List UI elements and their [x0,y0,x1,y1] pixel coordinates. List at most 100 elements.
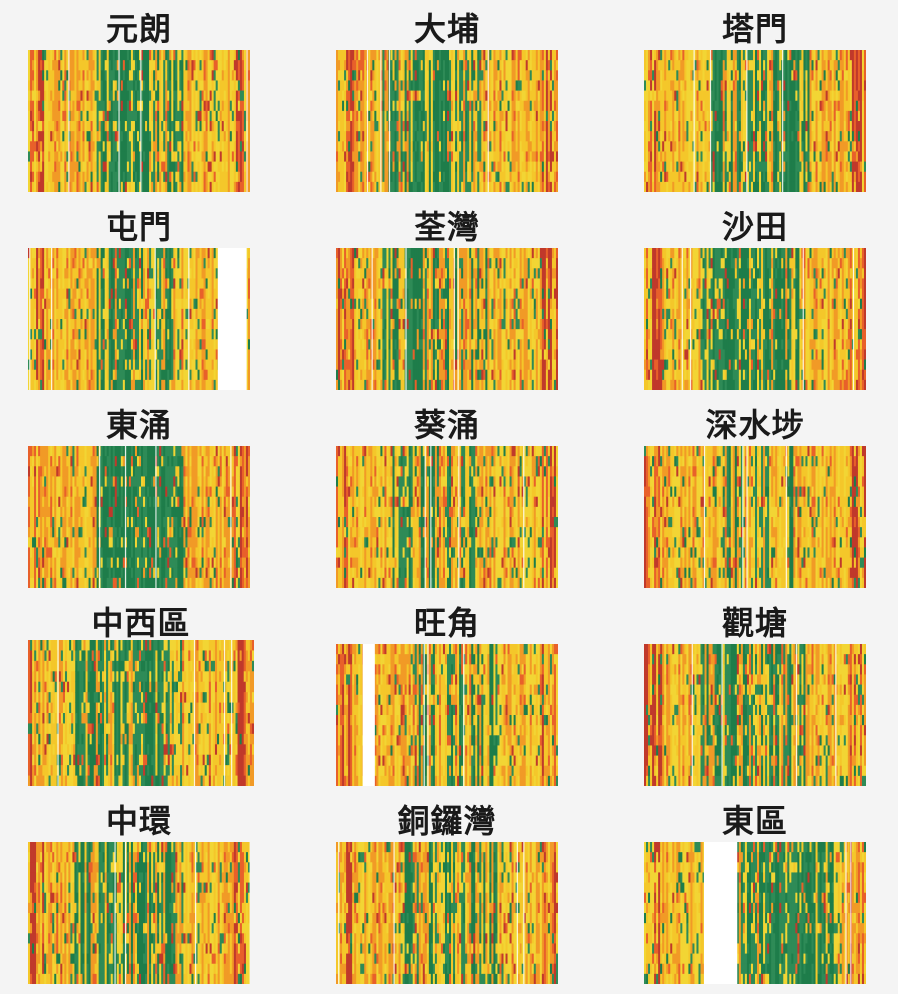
heatmap-cell [702,181,705,192]
heatmap-cell [757,131,760,142]
heatmap-cell [759,121,762,132]
heatmap-cell [646,131,649,142]
heatmap-cell [147,121,150,132]
heatmap-cell [410,60,414,71]
heatmap-cell [706,141,709,152]
heatmap-cell [823,141,827,152]
heatmap-cell [543,60,547,71]
heatmap-cell [199,151,202,162]
heatmap-cell [420,110,424,122]
heatmap-cell [779,151,782,162]
heatmap-cell [203,121,206,132]
heatmap-cell [835,90,839,102]
heatmap-cell [42,50,45,61]
heatmap-cell [50,50,53,61]
heatmap-cell [795,171,798,183]
heatmap-cell [185,171,188,183]
heatmap-cell [742,70,746,81]
heatmap-cell [219,141,223,152]
heatmap-cell [231,131,235,142]
heatmap-cell [833,161,837,173]
heatmap-cell [108,110,112,122]
heatmap-cell [44,70,47,81]
heatmap-cell [666,141,669,152]
heatmap-cell [30,298,33,310]
heatmap-cell [734,121,738,132]
heatmap-cell [157,131,160,142]
heatmap-cell [847,70,851,81]
heatmap-cell [555,80,558,91]
heatmap-cell [64,349,67,360]
heatmap-cell [646,171,649,183]
heatmap-cell [358,131,361,142]
heatmap-cell [358,151,361,162]
heatmap-cell [102,161,106,173]
heatmap-cell [447,70,450,81]
heatmap-cell [819,70,822,81]
heatmap-cell [396,100,399,112]
heatmap-cell [86,50,89,61]
heatmap-cell [199,50,202,61]
heatmap-cell [106,151,110,162]
heatmap-cell [88,181,91,192]
heatmap-cell [541,50,545,61]
heatmap-cell [237,100,241,112]
heatmap-cell [428,90,432,102]
heatmap-cell [155,90,158,102]
heatmap-cell [726,151,730,162]
heatmap-cell [680,151,683,162]
heatmap-cell [384,181,387,192]
heatmap-cell [857,60,861,71]
heatmap-cell [241,100,245,112]
heatmap-cell [171,60,174,71]
heatmap-cell [139,90,142,102]
heatmap-cell [825,151,829,162]
heatmap-cell [853,110,857,122]
heatmap-cell [457,171,460,183]
heatmap-cell [358,121,361,132]
heatmap-cell [64,319,67,330]
heatmap-cell [777,90,780,102]
heatmap-cell [229,90,233,102]
heatmap-cell [64,100,67,112]
heatmap-cell [48,100,51,112]
heatmap-cell [394,121,397,132]
heatmap-cell [62,369,65,381]
heatmap-cell [742,161,746,173]
heatmap-cell [861,50,865,61]
heatmap-cell [704,70,707,81]
heatmap-cell [857,70,861,81]
heatmap-cell [730,131,734,142]
heatmap-cell [34,298,37,310]
heatmap-cell [523,110,527,122]
heatmap-cell [789,181,792,192]
heatmap-cell [535,151,539,162]
heatmap-cell [98,60,102,71]
heatmap-cell [211,131,215,142]
heatmap-cell [477,70,480,81]
heatmap-cell [861,181,865,192]
heatmap-cell [775,181,778,192]
heatmap-cell [670,171,673,183]
heatmap-cell [173,151,176,162]
heatmap-cell [477,90,480,102]
heatmap-cell [680,171,683,183]
heatmap-cell [370,70,373,81]
heatmap-cell [78,110,81,122]
heatmap-cell [227,141,231,152]
heatmap-cell [708,80,711,91]
heatmap-cell [56,161,59,173]
heatmap-cell [668,131,671,142]
heatmap-cell [145,100,148,112]
heatmap-cell [477,110,480,122]
heatmap-cell [426,60,430,71]
heatmap-cell [738,110,742,122]
heatmap-cell [30,258,33,269]
heatmap-cell [485,171,488,183]
heatmap-cell [690,110,693,122]
heatmap-cell [157,141,160,152]
heatmap-cell [52,90,55,102]
heatmap-cell [457,80,460,91]
heatmap-cell [481,161,484,173]
heatmap-cell [684,141,687,152]
